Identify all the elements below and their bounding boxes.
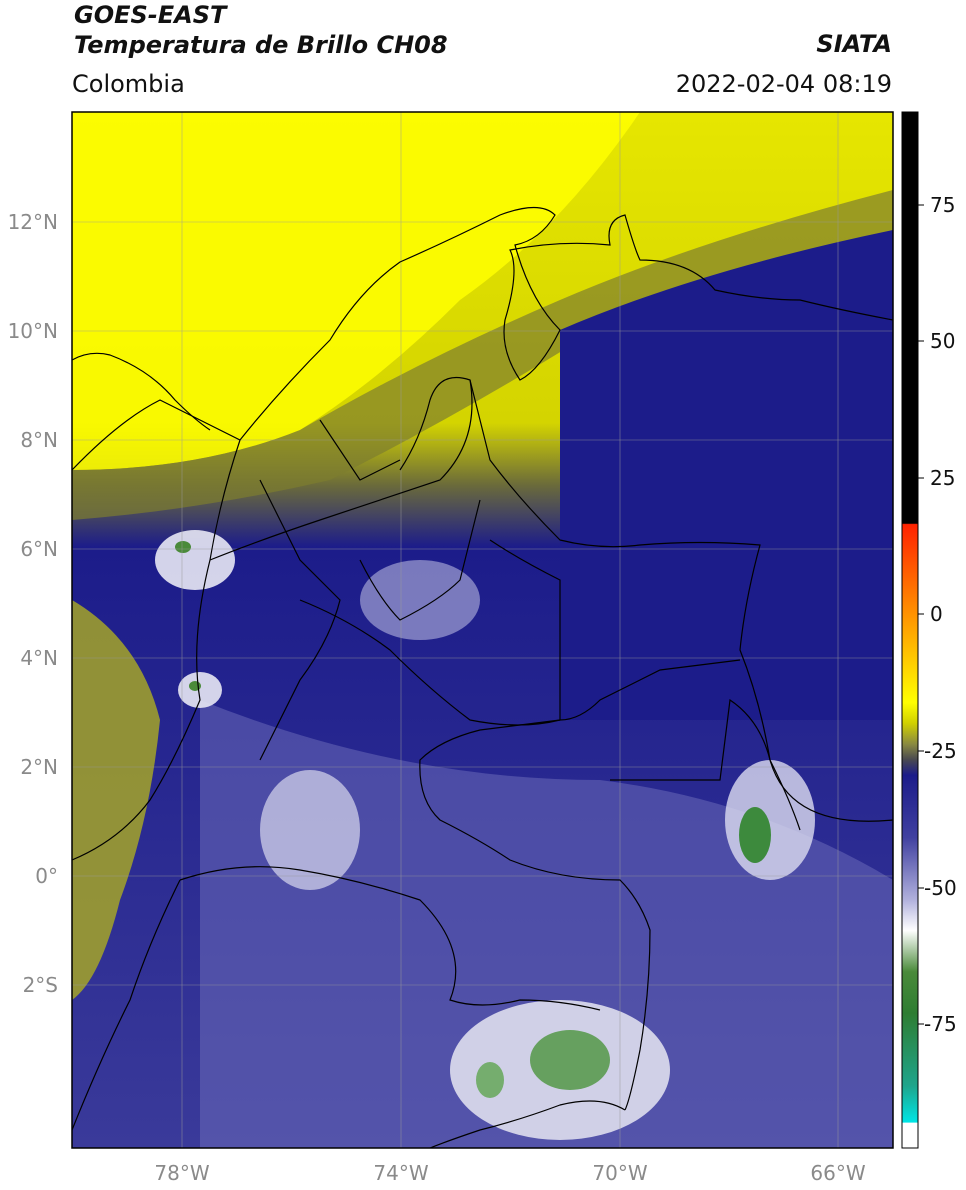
- colorbar-label: 75: [930, 193, 955, 217]
- colorbar-label: -50: [924, 876, 957, 900]
- coastlines-borders: [72, 206, 893, 1148]
- lat-label: 0°: [35, 864, 58, 888]
- gridlines: [72, 112, 893, 1148]
- lat-label: 6°N: [20, 537, 58, 561]
- lat-label: 10°N: [8, 319, 58, 343]
- satellite-image: [72, 112, 893, 1148]
- longitude-labels: 78°W 74°W 70°W 66°W: [154, 1161, 865, 1185]
- map-frame: [71, 111, 894, 1149]
- lon-label: 70°W: [592, 1161, 647, 1185]
- colorbar-label: -25: [924, 739, 957, 763]
- product-title: Temperatura de Brillo CH08: [74, 31, 448, 59]
- colorbar-gradient: [901, 111, 919, 1149]
- lat-label: 12°N: [8, 210, 58, 234]
- lon-label: 66°W: [810, 1161, 865, 1185]
- colorbar-label: 50: [930, 329, 955, 353]
- lat-label: 8°N: [20, 428, 58, 452]
- satellite-title: GOES-EAST: [74, 1, 227, 29]
- lon-label: 78°W: [154, 1161, 209, 1185]
- title-block: GOES-EAST Temperatura de Brillo CH08: [74, 0, 448, 60]
- lat-label: 4°N: [20, 646, 58, 670]
- colorbar: 75 50 25 0 -25 -50 -75: [901, 111, 957, 1149]
- lat-label: 2°N: [20, 755, 58, 779]
- colorbar-label: -75: [924, 1012, 957, 1036]
- datetime-label: 2022-02-04 08:19: [675, 70, 892, 98]
- colorbar-label: 0: [930, 602, 943, 626]
- lon-label: 74°W: [373, 1161, 428, 1185]
- lat-label: 2°S: [23, 973, 58, 997]
- region-label: Colombia: [72, 70, 185, 98]
- latitude-labels: 12°N 10°N 8°N 6°N 4°N 2°N 0° 2°S: [8, 210, 58, 997]
- source-label: SIATA: [816, 30, 892, 58]
- colorbar-label: 25: [930, 466, 955, 490]
